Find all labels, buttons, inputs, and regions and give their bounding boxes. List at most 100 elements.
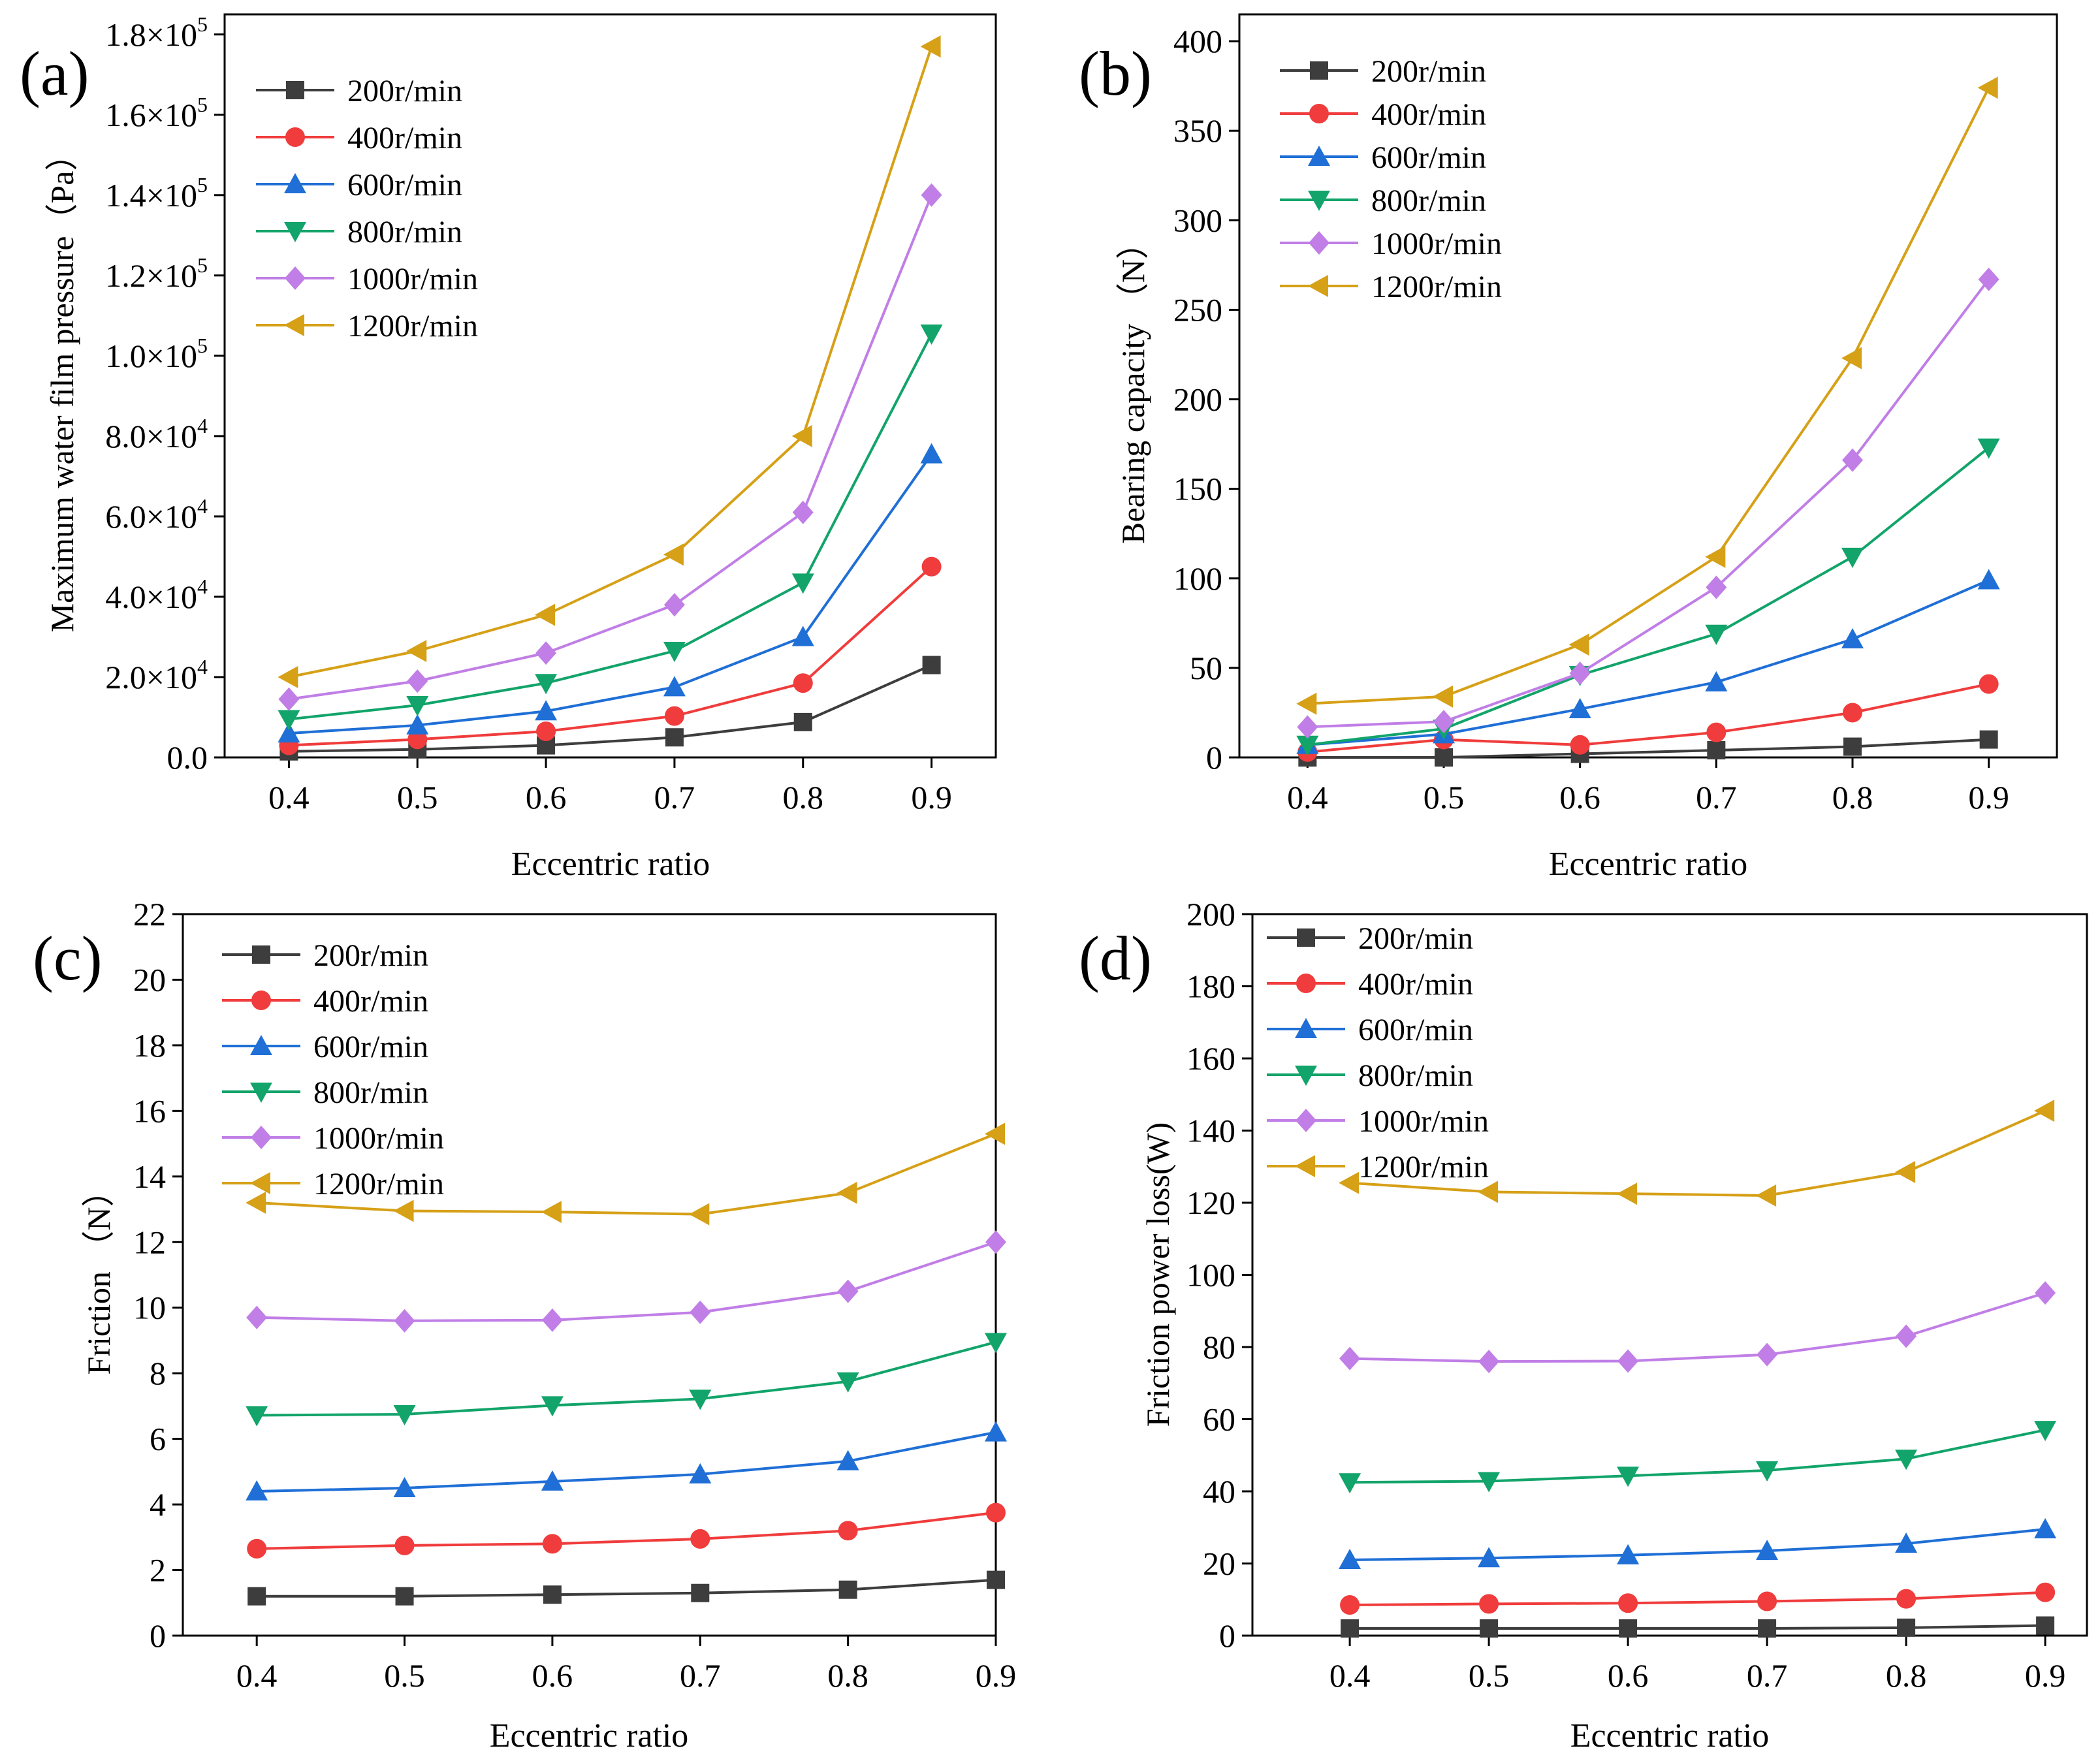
y-tick-label: 22 [133,896,166,932]
data-point [1897,1618,1916,1637]
data-point [836,1181,857,1204]
y-tick-label: 2 [150,1552,166,1589]
legend-label: 600r/min [347,168,462,202]
x-tick-label: 0.4 [236,1657,278,1694]
data-point [1841,347,1862,370]
data-point [920,35,941,58]
data-point [1895,1450,1918,1470]
x-tick-label: 0.6 [1608,1657,1649,1694]
data-point [1433,710,1454,734]
data-point [2035,1281,2056,1305]
legend-item: 1000r/min [222,1121,444,1156]
panel-label: (b) [1079,39,1152,108]
data-point [1569,661,1591,686]
y-tick-label: 20 [1203,1546,1235,1582]
y-axis-label: Bearing capacity （N） [1115,227,1151,544]
data-point [1478,1472,1501,1493]
data-point [541,1201,562,1224]
data-point [1706,722,1726,742]
data-point [407,669,428,693]
series-line [289,453,933,735]
series-line [1350,1292,2046,1363]
data-point [922,656,941,674]
data-point [836,1450,859,1470]
data-point [1339,1548,1361,1569]
x-tick-label: 0.6 [532,1657,573,1694]
x-tick-label: 0.8 [1886,1657,1927,1694]
legend-marker [1309,231,1329,255]
legend-item: 1200r/min [222,1167,444,1201]
x-tick-label: 0.4 [268,779,310,816]
legend-item: 800r/min [256,215,462,249]
data-point [691,1583,710,1602]
series-line [1307,738,1989,759]
legend-marker [1308,191,1330,211]
y-tick-label: 140 [1186,1113,1235,1149]
legend-marker [284,173,306,193]
data-point [1979,730,1998,749]
series-1000r-min [246,1230,1006,1333]
x-axis-label: Eccentric ratio [511,846,710,883]
data-point [987,1570,1005,1589]
legend-label: 1200r/min [347,309,478,343]
series-line [1350,1528,2046,1561]
data-point [1979,674,1999,694]
legend-marker [252,945,270,964]
series-200r-min [1298,730,1998,767]
data-point [1340,1595,1360,1615]
data-point [535,700,558,721]
x-tick-label: 0.5 [1424,779,1465,816]
series-600r-min [1339,1518,2057,1569]
x-tick-label: 0.8 [827,1657,868,1694]
series-400r-min [1297,674,1999,762]
data-point [278,687,300,711]
legend-item: 400r/min [256,121,462,155]
y-tick-label: 100 [1186,1257,1235,1293]
legend-label: 800r/min [313,1075,428,1110]
data-point [791,424,812,447]
legend-item: 1000r/min [256,262,478,296]
data-point [1296,735,1319,756]
series-400r-min [247,1502,1006,1559]
x-tick-label: 0.5 [1469,1657,1510,1694]
data-point [247,1587,266,1606]
panel-label: (d) [1079,923,1152,993]
legend-marker [1308,275,1328,297]
data-point [1617,1349,1639,1373]
y-tick-label: 120 [1186,1184,1235,1221]
data-point [1756,1461,1779,1482]
legend-label: 1200r/min [1371,270,1502,304]
data-point [541,1396,564,1417]
data-point [246,1192,266,1214]
x-tick-label: 0.7 [1696,779,1737,816]
legend-label: 1000r/min [1358,1104,1489,1139]
data-point [921,556,942,577]
x-tick-label: 0.9 [911,779,952,816]
y-tick-label: 16 [133,1092,166,1129]
legend-item: 1000r/min [1280,227,1502,261]
y-tick-label: 160 [1186,1040,1235,1077]
legend-marker [284,222,306,242]
legend-label: 600r/min [313,1030,428,1064]
series-1200r-min [278,35,941,688]
y-tick-label: 200 [1186,896,1235,932]
legend-item: 200r/min [256,74,462,108]
data-point [1705,545,1726,568]
data-point [1841,547,1864,568]
legend: 200r/min 400r/min 600r/min 800r/min 1000r/mi… [1267,921,1489,1184]
legend-item: 400r/min [222,984,428,1019]
series-line [257,1132,996,1216]
data-point [1568,633,1589,656]
legend: 200r/min 400r/min 600r/min 800r/min 1000r/mi… [1280,54,1502,304]
legend-item: 600r/min [1267,1013,1473,1047]
legend-item: 200r/min [1280,54,1486,89]
legend-marker [1309,104,1329,123]
series-line [1307,87,1990,705]
panel-d: 0.4 0.5 0.6 0.7 0.8 0.9 0 20 40 60 80 100 120 140 160 1… [1079,896,2088,1754]
data-point [1619,1619,1638,1638]
series-1000r-min [1297,267,1999,739]
legend-label: 1200r/min [313,1167,444,1201]
y-tick-label: 8.0×104 [105,414,208,454]
series-200r-min [1341,1616,2055,1638]
legend-marker [286,81,304,99]
